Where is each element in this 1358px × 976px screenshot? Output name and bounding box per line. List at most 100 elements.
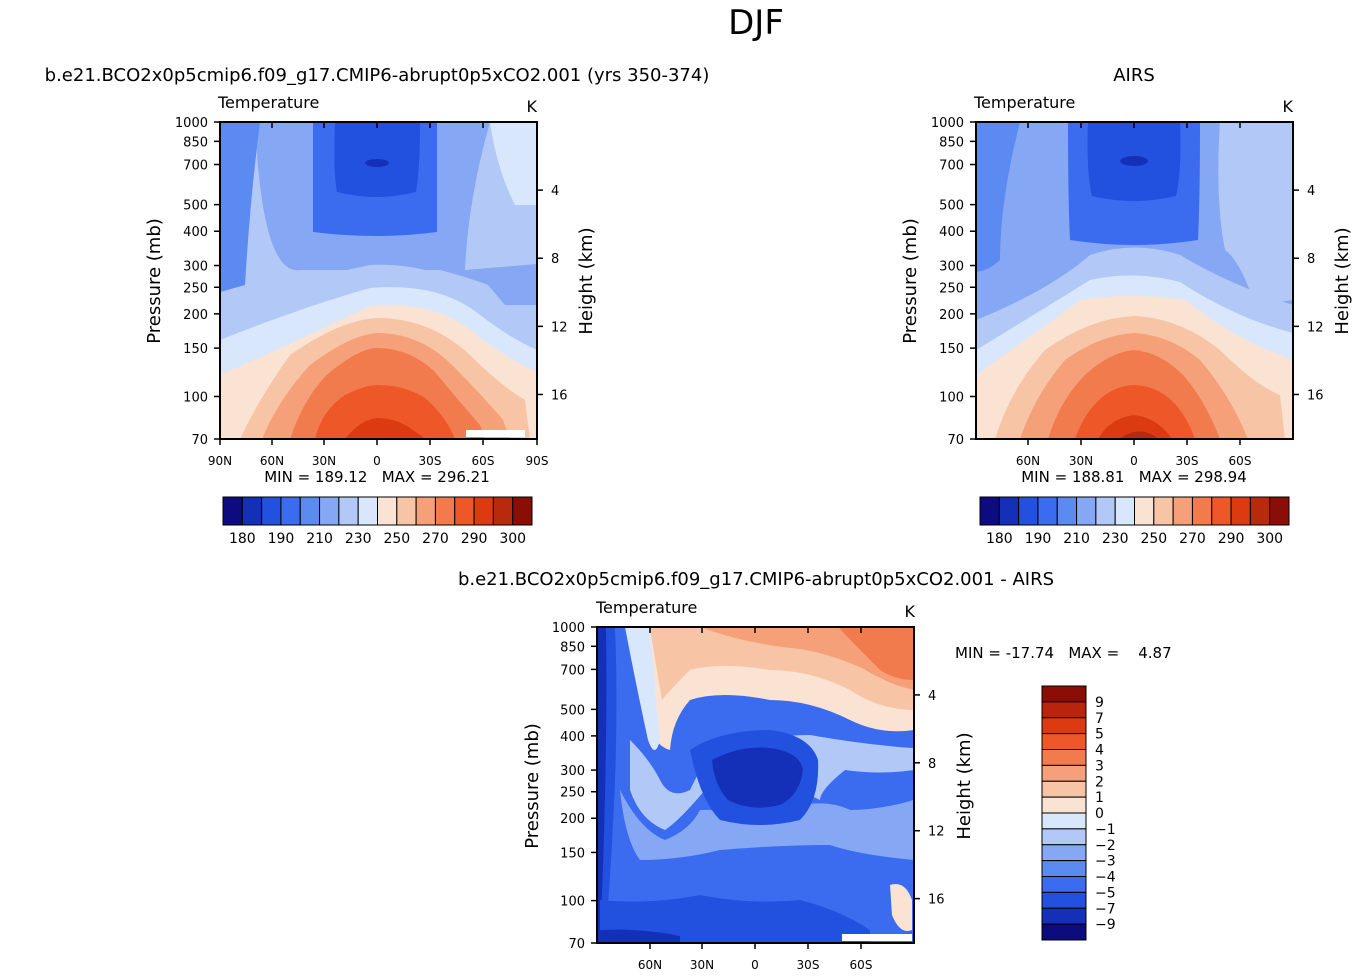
colorbar-box bbox=[1249, 496, 1271, 526]
colorbar-label: 300 bbox=[499, 531, 526, 547]
y-tick-label: 700 bbox=[183, 159, 208, 174]
colorbar-label: 2 bbox=[1095, 774, 1104, 790]
colorbar-box bbox=[454, 496, 475, 526]
colorbar-label: 210 bbox=[306, 531, 333, 547]
x-tick-label: 30S bbox=[1176, 454, 1199, 468]
y-axis-label: Pressure (mb) bbox=[144, 218, 165, 344]
band-bottom-coldest bbox=[600, 929, 680, 943]
y-tick-label: 300 bbox=[560, 764, 585, 779]
x-tick-label: 90S bbox=[526, 454, 549, 468]
y2-tick-label: 16 bbox=[928, 893, 945, 908]
colorbar-box bbox=[241, 496, 263, 526]
min-max-stats: MIN = 188.81 MAX = 298.94 bbox=[1021, 468, 1247, 486]
colorbar-label: 210 bbox=[1063, 531, 1090, 547]
panel-subtitle-right: K bbox=[1283, 97, 1294, 116]
x-tick-label: 30N bbox=[1069, 454, 1093, 468]
colorbar: 180 190 210 230 250 270 290 300 bbox=[222, 496, 533, 547]
colorbar-box bbox=[415, 496, 436, 526]
colorbar-box bbox=[1041, 749, 1087, 766]
y-tick-label: 150 bbox=[939, 342, 964, 357]
y-tick-label: 850 bbox=[560, 640, 585, 655]
x-tick-label: 30S bbox=[419, 454, 442, 468]
colorbar-label: 290 bbox=[1218, 531, 1245, 547]
x-tick-label: 30S bbox=[797, 958, 820, 972]
band-stratosphere-left bbox=[220, 122, 260, 292]
colorbar-box bbox=[1018, 496, 1039, 526]
panel-subtitle-left: Temperature bbox=[973, 93, 1075, 112]
colorbar-label: −4 bbox=[1095, 870, 1116, 886]
panel-model: b.e21.BCO2x0p5cmip6.f09_g17.CMIP6-abrupt… bbox=[45, 65, 710, 547]
colorbar-label: 5 bbox=[1095, 727, 1104, 743]
band-tropopause-min bbox=[365, 159, 389, 167]
y-tick-label: 100 bbox=[183, 390, 208, 405]
colorbar-label: 230 bbox=[345, 531, 372, 547]
y-axis-label: Pressure (mb) bbox=[522, 723, 543, 849]
x-tick-label: 0 bbox=[373, 454, 381, 468]
colorbar-box bbox=[1114, 496, 1135, 526]
contour-field bbox=[220, 122, 537, 439]
colorbar-box bbox=[1041, 828, 1087, 846]
y-tick-label: 500 bbox=[183, 199, 208, 214]
colorbar-box bbox=[377, 496, 398, 526]
y-tick-label: 1000 bbox=[175, 116, 208, 131]
colorbar-box bbox=[512, 496, 533, 526]
band-7 bbox=[345, 418, 425, 439]
colorbar-label: −7 bbox=[1095, 901, 1116, 917]
band-bottom-cold bbox=[600, 895, 870, 943]
y-tick-label: 850 bbox=[939, 135, 964, 150]
x-tick-label: 30N bbox=[690, 958, 714, 972]
colorbar-label: 0 bbox=[1095, 806, 1104, 822]
y-tick-label: 200 bbox=[939, 308, 964, 323]
colorbar-label: 300 bbox=[1256, 531, 1283, 547]
y-tick-label: 150 bbox=[183, 342, 208, 357]
colorbar-box bbox=[1041, 907, 1087, 925]
x-tick-label: 60S bbox=[850, 958, 873, 972]
y2-axis-label: Height (km) bbox=[954, 732, 975, 839]
contour-field bbox=[597, 627, 914, 943]
y2-tick-label: 12 bbox=[1307, 320, 1324, 335]
band-cold-right bbox=[490, 122, 537, 205]
colorbar-box bbox=[1269, 496, 1290, 526]
panel-subtitle-left: Temperature bbox=[595, 598, 697, 617]
colorbar-label: 7 bbox=[1095, 711, 1104, 727]
band-missing bbox=[466, 430, 525, 437]
y-axis-label: Pressure (mb) bbox=[900, 218, 921, 344]
colorbar-label: 250 bbox=[1140, 531, 1167, 547]
y-tick-label: 200 bbox=[183, 308, 208, 323]
y2-tick-label: 4 bbox=[551, 184, 559, 199]
y-tick-label: 70 bbox=[568, 937, 585, 952]
y2-tick-label: 8 bbox=[928, 757, 936, 772]
colorbar-label: 4 bbox=[1095, 743, 1104, 759]
panel-title: b.e21.BCO2x0p5cmip6.f09_g17.CMIP6-abrupt… bbox=[458, 569, 1054, 590]
colorbar-box bbox=[1041, 923, 1087, 941]
colorbar-box bbox=[1041, 685, 1087, 703]
y-tick-label: 400 bbox=[183, 225, 208, 240]
panel-subtitle-right: K bbox=[527, 97, 538, 116]
colorbar-box bbox=[280, 496, 301, 526]
panel-title: b.e21.BCO2x0p5cmip6.f09_g17.CMIP6-abrupt… bbox=[45, 65, 710, 86]
colorbar-box bbox=[1041, 860, 1087, 877]
band-stratosphere-left bbox=[976, 122, 1020, 272]
colorbar-box bbox=[1095, 496, 1116, 526]
colorbar-box bbox=[1041, 717, 1087, 735]
y-tick-label: 700 bbox=[560, 663, 585, 678]
y-tick-label: 250 bbox=[183, 281, 208, 296]
band-6 bbox=[315, 385, 455, 439]
colorbar-box bbox=[979, 496, 1000, 526]
y-tick-label: 300 bbox=[939, 260, 964, 275]
colorbar-label: 270 bbox=[1179, 531, 1206, 547]
panel-difference: b.e21.BCO2x0p5cmip6.f09_g17.CMIP6-abrupt… bbox=[458, 569, 1172, 972]
y-tick-label: 850 bbox=[183, 135, 208, 150]
colorbar-label: 270 bbox=[422, 531, 449, 547]
colorbar-box bbox=[396, 496, 417, 526]
colorbar-box bbox=[357, 496, 378, 526]
y-tick-label: 250 bbox=[560, 786, 585, 801]
panel-title: AIRS bbox=[1113, 65, 1155, 86]
colorbar-label: −5 bbox=[1095, 885, 1116, 901]
colorbar-label: 1 bbox=[1095, 790, 1104, 806]
colorbar-box bbox=[1041, 733, 1087, 750]
y-tick-label: 70 bbox=[947, 433, 964, 448]
x-tick-label: 60N bbox=[638, 958, 662, 972]
min-max-stats: MIN = -17.74 MAX = 4.87 bbox=[955, 644, 1172, 662]
